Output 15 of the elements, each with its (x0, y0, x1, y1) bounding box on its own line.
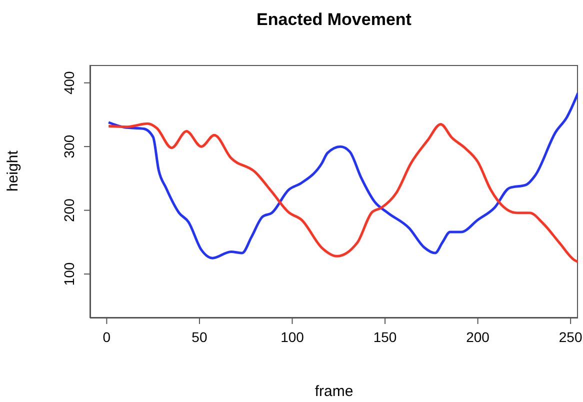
line-series (107, 122, 578, 264)
x-tick-label: 50 (192, 328, 208, 345)
y-tick-label: 100 (61, 262, 77, 286)
x-tick-label: 100 (280, 328, 304, 345)
y-tick-label: 300 (61, 134, 77, 158)
y-axis-title: height (4, 150, 22, 192)
y-tick-label: 400 (61, 70, 77, 95)
x-axis-title: frame (314, 383, 354, 400)
x-tick-label: 0 (102, 328, 111, 345)
x-tick-label: 250 (558, 328, 582, 345)
x-tick-label: 150 (373, 328, 397, 345)
y-tick-label: 200 (61, 198, 77, 222)
line-series (107, 92, 578, 260)
chart-title: Enacted Movement (256, 10, 412, 30)
x-tick-label: 200 (466, 328, 490, 345)
